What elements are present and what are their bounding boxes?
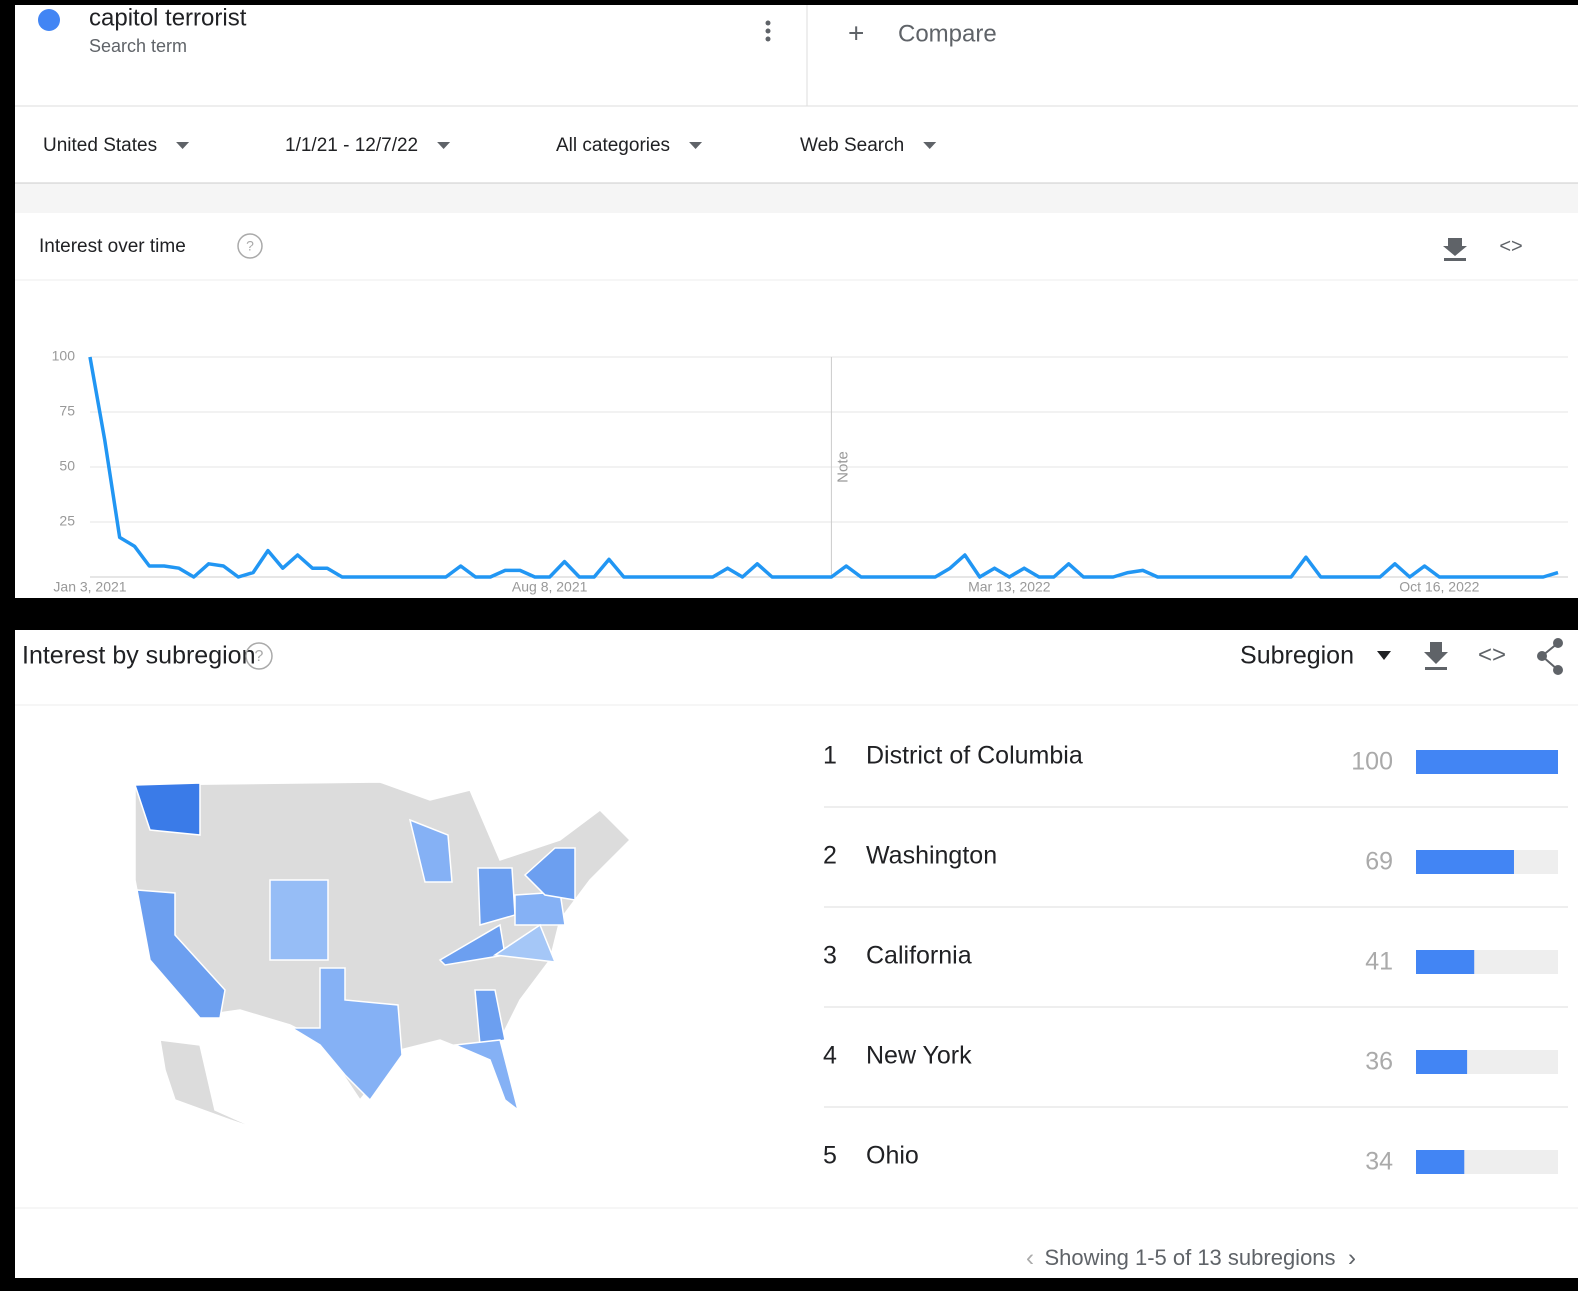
dropdown-arrow [176, 142, 190, 149]
term[interactable]: capitol terrorist [89, 4, 247, 31]
pagination: Showing 1-5 of 13 subregions [1044, 1245, 1335, 1270]
filter-dropdown[interactable]: 1/1/21 - 12/7/22 [285, 135, 418, 156]
rank: 3 [823, 942, 837, 970]
term-type: Search term [89, 36, 187, 56]
bar [1416, 1050, 1468, 1074]
x-tick-label: Oct 16, 2022 [1399, 579, 1479, 595]
rank: 4 [823, 1042, 837, 1070]
compare[interactable]: Compare [898, 20, 997, 47]
rank: 1 [823, 742, 837, 770]
download-icon[interactable] [1424, 642, 1448, 670]
spacer [15, 183, 1578, 213]
y-tick-label: 100 [52, 348, 76, 364]
help-icon[interactable] [237, 233, 263, 259]
region-dropdown[interactable]: Subregion [1240, 642, 1354, 670]
region-name[interactable]: Ohio [866, 1142, 919, 1170]
bar [1416, 1150, 1465, 1174]
dropdown-arrow [437, 142, 451, 149]
download-icon[interactable] [1443, 238, 1467, 261]
next-page[interactable]: › [1348, 1244, 1356, 1271]
kebab[interactable] [765, 20, 771, 42]
section-title: Interest over time [39, 236, 186, 257]
filter-dropdown[interactable]: All categories [556, 135, 670, 156]
share-icon[interactable] [1537, 638, 1563, 675]
plus-icon: + [848, 17, 864, 48]
trend-line [88, 356, 1559, 579]
note-label[interactable]: Note [834, 451, 851, 483]
region-name[interactable]: New York [866, 1042, 972, 1070]
y-tick-label: 25 [59, 513, 75, 529]
region-name[interactable]: California [866, 942, 972, 970]
bar [1416, 950, 1475, 974]
y-tick-label: 75 [59, 403, 75, 419]
x-tick-label: Mar 13, 2022 [968, 579, 1051, 595]
dropdown-arrow [1377, 651, 1391, 660]
filter-dropdown[interactable]: United States [43, 135, 157, 156]
dropdown-arrow [923, 142, 937, 149]
region-value: 100 [1351, 748, 1393, 776]
embed-icon[interactable]: <> [1478, 641, 1506, 668]
y-tick-label: 50 [59, 458, 75, 474]
rank: 5 [823, 1142, 837, 1170]
top-panel [15, 5, 1578, 598]
region-value: 34 [1365, 1148, 1393, 1176]
term-dot [38, 9, 60, 31]
line-chart: 25 50 75 100 Note Jan 3, 2021 Aug 8, 2021 Mar 1… [52, 348, 1568, 595]
section-title: Interest by subregion [22, 642, 255, 670]
region-name[interactable]: Washington [866, 842, 997, 870]
dropdown-arrow [689, 142, 703, 149]
region-value: 36 [1365, 1048, 1393, 1076]
x-tick-label: Aug 8, 2021 [512, 579, 588, 595]
help-icon[interactable] [245, 642, 273, 670]
region-name[interactable]: District of Columbia [866, 742, 1083, 770]
bar [1416, 750, 1558, 774]
bar [1416, 850, 1514, 874]
filters: United States 1/1/21 - 12/7/22 All categor… [43, 135, 937, 156]
help-icon-mark: ? [255, 648, 264, 665]
region-value: 69 [1365, 848, 1393, 876]
embed-icon[interactable]: <> [1499, 235, 1522, 257]
x-tick-label: Jan 3, 2021 [53, 579, 126, 595]
filter-dropdown[interactable]: Web Search [800, 135, 904, 156]
rank: 2 [823, 842, 837, 870]
subregion-list: 1 District of Columbia 100 2 Washington 69 3 Ca… [823, 742, 1568, 1176]
region-value: 41 [1365, 948, 1393, 976]
help-icon-mark: ? [246, 238, 254, 254]
us-map [133, 781, 632, 1131]
prev-page[interactable]: ‹ [1026, 1244, 1034, 1271]
